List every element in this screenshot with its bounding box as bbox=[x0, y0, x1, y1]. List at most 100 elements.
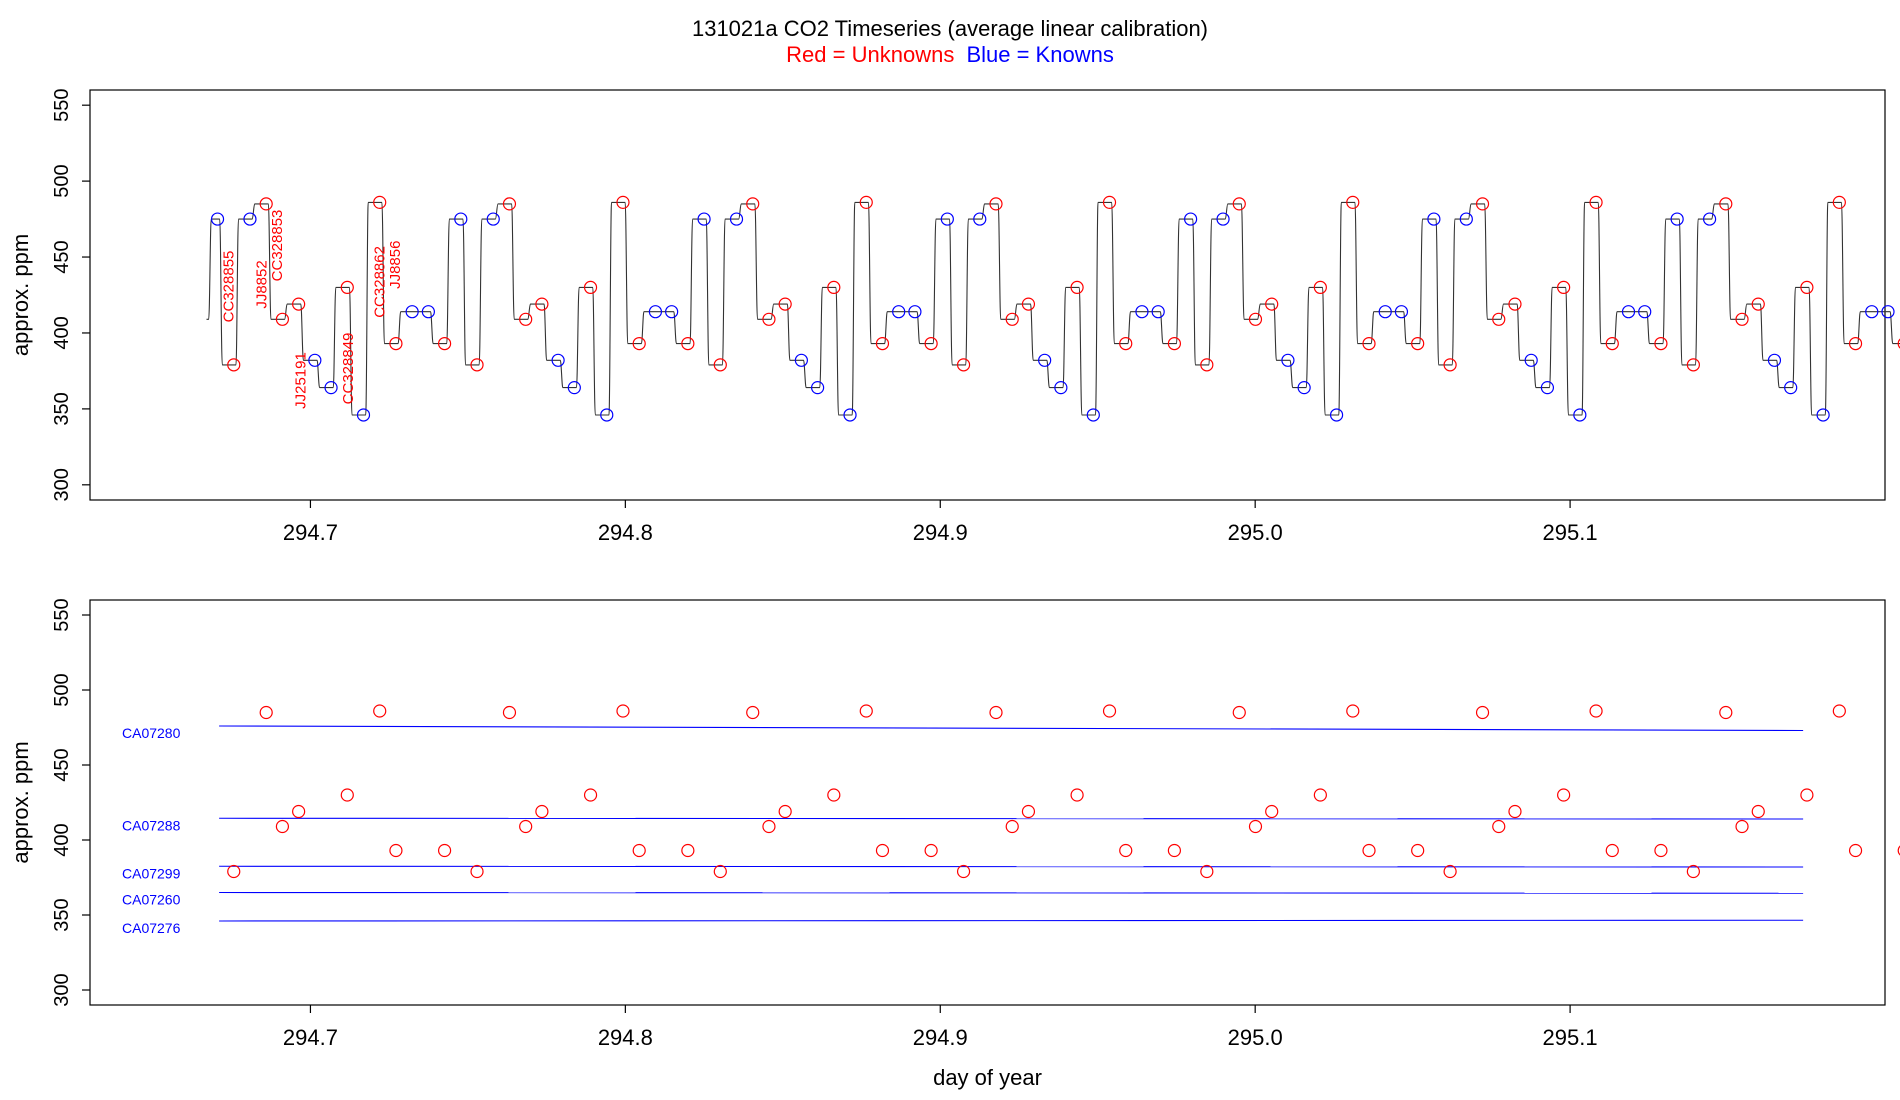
sample-id-annotation: CC328853 bbox=[269, 210, 286, 282]
plot-frame bbox=[89, 599, 1886, 1006]
known-sample-point bbox=[1297, 381, 1311, 395]
unknown-sample-point bbox=[1232, 705, 1246, 720]
unknown-sample-point bbox=[1589, 704, 1603, 718]
unknown-sample-point bbox=[1070, 280, 1084, 295]
known-sample-point bbox=[454, 212, 468, 226]
x-tick-label: 294.9 bbox=[913, 520, 968, 545]
known-sample-point bbox=[421, 305, 435, 319]
unknown-sample-point bbox=[713, 358, 727, 372]
legend-knowns: Blue = Knowns bbox=[966, 42, 1113, 67]
known-sample-point bbox=[1329, 408, 1344, 422]
unknown-sample-point bbox=[1200, 358, 1214, 372]
unknown-sample-point bbox=[1654, 336, 1668, 351]
plot-frame bbox=[89, 89, 1886, 501]
known-sample-point bbox=[243, 212, 257, 226]
unknown-sample-point bbox=[519, 312, 533, 326]
unknown-sample-point bbox=[502, 705, 517, 720]
unknown-sample-point bbox=[519, 819, 533, 834]
unknown-sample-point bbox=[1265, 297, 1279, 311]
unknown-sample-point bbox=[924, 336, 938, 351]
x-tick-label: 295.1 bbox=[1543, 520, 1598, 545]
known-sample-point bbox=[697, 212, 711, 226]
unknown-sample-point bbox=[275, 312, 290, 326]
unknown-sample-point bbox=[713, 864, 727, 879]
y-tick-label: 500 bbox=[51, 164, 73, 197]
unknown-sample-point bbox=[373, 704, 387, 718]
unknown-sample-point bbox=[535, 297, 549, 311]
known-sample-point bbox=[1540, 381, 1555, 395]
known-sample-point bbox=[356, 408, 371, 422]
unknown-sample-point bbox=[1346, 195, 1360, 209]
known-sample-point bbox=[811, 381, 825, 395]
known-sample-point bbox=[1524, 353, 1538, 367]
unknown-sample-point bbox=[1232, 197, 1246, 211]
unknown-sample-point bbox=[1248, 819, 1263, 834]
unknown-sample-point bbox=[1362, 336, 1376, 351]
unknown-sample-point bbox=[1265, 804, 1279, 819]
known-sample-point bbox=[1135, 305, 1149, 319]
unknown-sample-point bbox=[1313, 788, 1327, 802]
unknown-sample-point bbox=[1475, 197, 1490, 211]
unknown-sample-point bbox=[924, 843, 938, 858]
unknown-sample-point bbox=[859, 195, 873, 209]
y-tick-label: 550 bbox=[51, 88, 73, 121]
reference-line-ca07280 bbox=[219, 725, 1804, 732]
unknown-sample-point bbox=[275, 819, 290, 834]
known-sample-point bbox=[1184, 212, 1198, 226]
known-sample-point bbox=[324, 381, 338, 395]
unknown-sample-point bbox=[616, 195, 630, 209]
unknown-sample-point bbox=[535, 804, 549, 819]
unknown-sample-point bbox=[762, 312, 776, 326]
x-tick-label: 294.7 bbox=[283, 1025, 338, 1050]
unknown-sample-point bbox=[1492, 312, 1506, 326]
y-tick-label: 300 bbox=[51, 468, 73, 501]
unknown-sample-point bbox=[373, 195, 387, 209]
sample-id-annotation: CC328862 bbox=[371, 246, 388, 318]
unknown-sample-point bbox=[389, 336, 403, 351]
unknown-sample-point bbox=[1589, 195, 1603, 209]
unknown-sample-point bbox=[227, 358, 241, 372]
known-sample-point bbox=[973, 212, 987, 226]
unknown-sample-point bbox=[259, 197, 273, 211]
known-sample-point bbox=[1281, 353, 1295, 367]
known-sample-point bbox=[1038, 353, 1052, 367]
unknown-sample-point bbox=[762, 819, 776, 834]
unknown-sample-point bbox=[1832, 195, 1846, 209]
known-sample-point bbox=[567, 381, 581, 395]
unknown-sample-point bbox=[1443, 864, 1457, 879]
known-sample-point bbox=[729, 212, 744, 226]
y-tick-label: 400 bbox=[51, 316, 73, 349]
unknown-sample-point bbox=[292, 804, 306, 819]
reference-label: CA07260 bbox=[122, 892, 181, 908]
known-sample-point bbox=[1459, 212, 1473, 226]
sample-id-annotation: JJ8856 bbox=[387, 241, 404, 289]
known-sample-point bbox=[1216, 212, 1230, 226]
known-sample-point bbox=[892, 305, 906, 319]
known-sample-point bbox=[1816, 408, 1830, 422]
unknown-sample-point bbox=[1102, 704, 1117, 718]
known-sample-point bbox=[1573, 408, 1587, 422]
known-sample-point bbox=[600, 408, 614, 422]
legend-line: Red = Unknowns Blue = Knowns bbox=[786, 42, 1114, 67]
unknown-sample-point bbox=[1719, 705, 1733, 720]
unknown-sample-point bbox=[1362, 843, 1376, 858]
unknown-sample-point bbox=[1508, 297, 1522, 311]
unknown-sample-point bbox=[1070, 788, 1084, 802]
unknown-sample-point bbox=[1411, 336, 1425, 351]
unknown-sample-point bbox=[470, 864, 484, 879]
unknown-sample-point bbox=[956, 864, 971, 879]
x-tick-label: 294.7 bbox=[283, 520, 338, 545]
x-tick-label: 295.0 bbox=[1228, 1025, 1283, 1050]
unknown-sample-point bbox=[1832, 704, 1846, 718]
y-tick-label: 450 bbox=[51, 748, 73, 781]
unknown-sample-point bbox=[1443, 358, 1457, 372]
unknown-sample-point bbox=[827, 280, 841, 295]
sample-id-annotation: JJ8852 bbox=[253, 260, 270, 308]
known-sample-point bbox=[1427, 212, 1441, 226]
unknown-sample-point bbox=[1200, 864, 1214, 879]
unknown-sample-point bbox=[778, 804, 792, 819]
unknown-sample-point bbox=[340, 280, 354, 295]
y-axis-label: approx. ppm bbox=[8, 234, 33, 356]
reference-label: CA07276 bbox=[122, 920, 181, 936]
